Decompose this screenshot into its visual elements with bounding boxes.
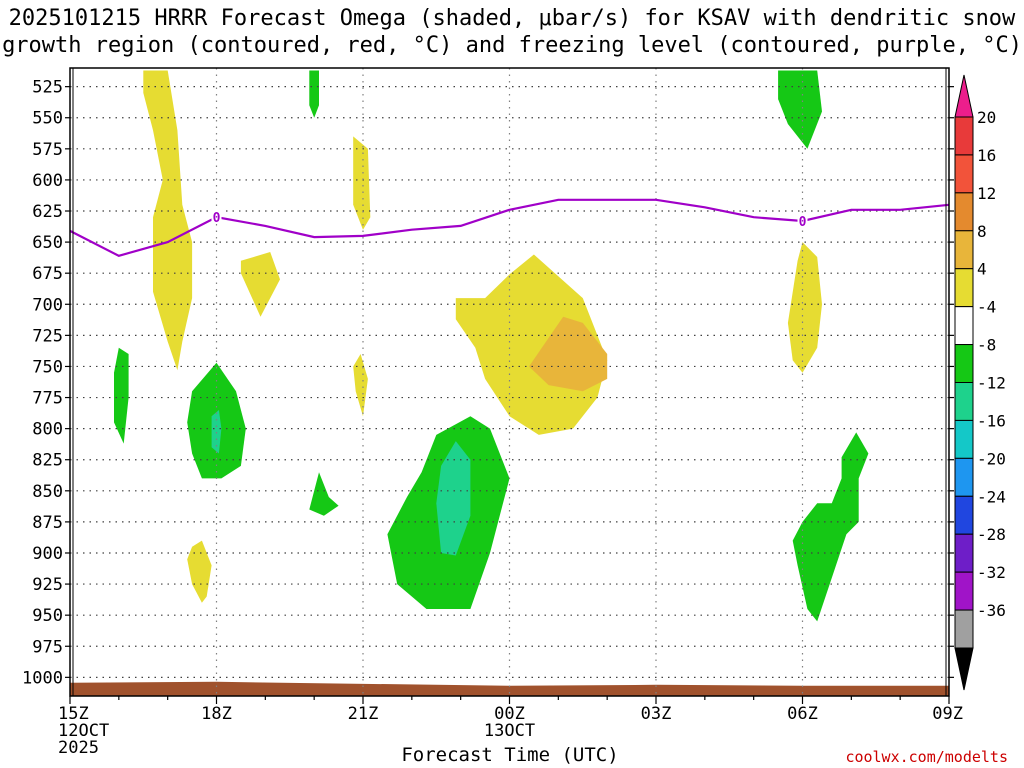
- y-tick-label-600: 600: [32, 171, 63, 191]
- x-tick-label-00Z: 00Z: [494, 704, 525, 724]
- omega-region-dn-2: [778, 70, 822, 149]
- y-tick-label-850: 850: [32, 482, 63, 502]
- y-tick-label-575: 575: [32, 140, 63, 160]
- y-tick-label-650: 650: [32, 233, 63, 253]
- colorbar-label-12: -32: [977, 563, 1006, 582]
- omega-region-dn-5: [211, 410, 222, 454]
- colorbar-box-12: [954, 571, 974, 611]
- colorbar-label-5: -4: [977, 298, 996, 317]
- y-tick-label-625: 625: [32, 202, 63, 222]
- x-axis-label: Forecast Time (UTC): [401, 744, 619, 766]
- colorbar-box-10: [954, 495, 974, 535]
- terrain-fill: [70, 681, 949, 696]
- colorbar-bottom-arrow: [954, 647, 974, 691]
- omega-region-dn-9: [792, 432, 869, 622]
- colorbar-box-11: [954, 533, 974, 573]
- y-tick-label-875: 875: [32, 513, 63, 533]
- x-tick-sublabel-00Z-0: 13OCT: [484, 721, 535, 741]
- terrain-band: [70, 681, 949, 696]
- y-tick-label-975: 975: [32, 637, 63, 657]
- freezing-label-bg-1: [797, 212, 808, 227]
- x-tick-label-18Z: 18Z: [201, 704, 232, 724]
- y-tick-label-700: 700: [32, 295, 63, 315]
- y-tick-label-675: 675: [32, 264, 63, 284]
- y-tick-label-525: 525: [32, 78, 63, 98]
- pressure-axis: 525 550 575 600 625 650 675 700 725 750 775 800 825 8…: [22, 78, 954, 688]
- colorbar-label-7: -12: [977, 374, 1006, 393]
- y-tick-label-775: 775: [32, 389, 63, 409]
- omega-region-dn-1: [309, 70, 319, 118]
- colorbar-top-arrow: [954, 74, 974, 118]
- colorbar-label-10: -24: [977, 487, 1006, 506]
- y-tick-label-1000: 1000: [22, 668, 63, 688]
- chart-title-line-2: growth region (contoured, red, °C) and f…: [2, 33, 1022, 58]
- x-tick-sublabel-15Z-0: 12OCT: [58, 721, 109, 741]
- omega-region-up-3: [240, 252, 280, 317]
- colorbar-box-13: [954, 609, 974, 649]
- colorbar-box-0: [954, 116, 974, 156]
- omega-colorbar: 20 16 12 8 4 -4 -8 -12 -16 -20 -24 -28 -32 -36: [954, 74, 1006, 691]
- omega-region-up-1: [143, 70, 193, 371]
- x-tick-label-06Z: 06Z: [787, 704, 818, 724]
- chart-title-line-1: 2025101215 HRRR Forecast Omega (shaded, …: [8, 6, 1016, 31]
- omega-region-dn-6: [309, 472, 339, 516]
- omega-region-dn-3: [114, 347, 129, 444]
- y-tick-label-550: 550: [32, 109, 63, 129]
- colorbar-box-2: [954, 192, 974, 232]
- freezing-level-label-1: 0: [799, 215, 807, 230]
- omega-region-up-4: [353, 354, 368, 417]
- x-tick-sublabel-15Z-1: 2025: [58, 738, 99, 758]
- y-tick-label-825: 825: [32, 451, 63, 471]
- x-tick-label-15Z: 15Z: [58, 704, 89, 724]
- colorbar-box-7: [954, 382, 974, 421]
- y-tick-label-800: 800: [32, 420, 63, 440]
- colorbar-label-11: -28: [977, 525, 1006, 544]
- colorbar-box-3: [954, 230, 974, 270]
- colorbar-box-1: [954, 154, 974, 194]
- colorbar-label-2: 12: [977, 184, 996, 203]
- colorbar-label-0: 20: [977, 108, 996, 127]
- freezing-level-label-0: 0: [213, 211, 221, 226]
- omega-region-dn-8: [436, 441, 471, 556]
- omega-region-up-5: [455, 254, 608, 435]
- omega-region-up-2: [353, 136, 371, 230]
- colorbar-box-9: [954, 457, 974, 497]
- freezing-label-bg-0: [211, 209, 222, 224]
- colorbar-label-9: -20: [977, 449, 1006, 468]
- credit-text: coolwx.com/modelts: [845, 748, 1008, 766]
- x-tick-label-09Z: 09Z: [932, 704, 963, 724]
- y-tick-label-950: 950: [32, 606, 63, 626]
- y-tick-label-925: 925: [32, 575, 63, 595]
- colorbar-label-1: 16: [977, 146, 996, 165]
- omega-region-up-6: [529, 316, 608, 392]
- colorbar-box-5: [954, 306, 974, 346]
- colorbar-label-8: -16: [977, 411, 1006, 430]
- colorbar-label-3: 8: [977, 222, 987, 241]
- colorbar-box-4: [954, 268, 974, 308]
- y-tick-label-750: 750: [32, 357, 63, 377]
- colorbar-label-13: -36: [977, 601, 1006, 620]
- colorbar-label-6: -8: [977, 336, 996, 355]
- colorbar-box-6: [954, 344, 974, 384]
- grid-lines: [70, 68, 949, 696]
- x-tick-label-03Z: 03Z: [641, 704, 672, 724]
- y-tick-label-900: 900: [32, 544, 63, 564]
- omega-region-up-7: [787, 242, 822, 373]
- colorbar-label-4: 4: [977, 260, 987, 279]
- colorbar-box-8: [954, 419, 974, 459]
- x-tick-label-21Z: 21Z: [348, 704, 379, 724]
- omega-region-up-8: [187, 540, 212, 603]
- y-tick-label-725: 725: [32, 326, 63, 346]
